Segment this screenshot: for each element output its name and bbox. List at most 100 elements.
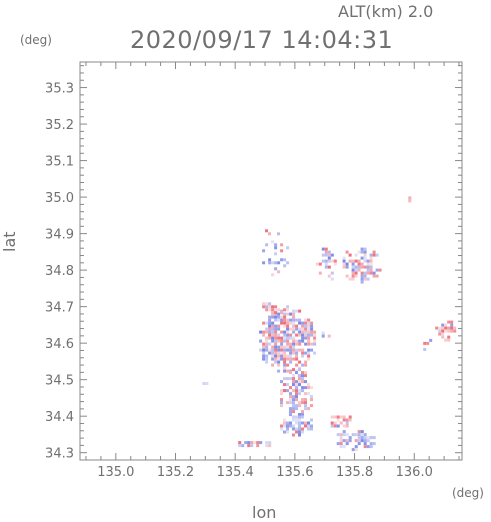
data-cell <box>268 333 272 337</box>
data-cell <box>310 342 314 346</box>
data-cell <box>292 395 295 399</box>
data-cell <box>271 305 275 309</box>
data-cell <box>450 320 454 324</box>
data-cell <box>301 410 304 414</box>
data-cell <box>447 338 451 342</box>
data-cell <box>277 333 281 337</box>
data-cell <box>342 262 346 266</box>
axis-ticks: 135.0 135.2 135.4 135.6 135.8 136.0 34.3 34.4 34… <box>45 62 462 480</box>
data-cell <box>262 345 266 349</box>
data-cell <box>265 345 269 349</box>
data-cell <box>369 268 373 272</box>
data-cell <box>423 341 427 345</box>
data-cell <box>339 445 343 449</box>
data-cell <box>286 246 290 250</box>
data-cell <box>271 315 275 319</box>
x-tick-label: 135.2 <box>157 465 194 480</box>
data-cell <box>369 256 373 260</box>
data-cell <box>283 363 287 367</box>
data-cell <box>369 265 373 269</box>
data-cell <box>268 336 272 340</box>
data-cell <box>301 421 304 425</box>
data-cell <box>283 354 287 358</box>
data-cell <box>271 321 275 325</box>
data-cell <box>354 448 358 452</box>
data-cell <box>202 382 206 385</box>
data-cell <box>244 441 248 445</box>
data-cell <box>301 413 304 417</box>
data-cell <box>289 377 292 381</box>
data-cell <box>298 430 301 434</box>
data-cell <box>295 371 298 375</box>
data-cell <box>274 261 278 265</box>
data-cell <box>292 410 295 414</box>
data-cell <box>304 407 307 411</box>
data-cell <box>262 351 266 355</box>
data-cell <box>348 436 352 440</box>
data-cell <box>283 315 287 319</box>
data-cell <box>357 265 361 269</box>
data-cell <box>274 330 278 334</box>
data-cell <box>268 315 272 319</box>
data-cell <box>339 433 343 437</box>
data-cell <box>304 386 307 390</box>
data-cell <box>274 252 278 256</box>
y-tick-label: 35.2 <box>45 118 74 133</box>
data-cell <box>292 318 296 322</box>
data-cell <box>441 323 445 327</box>
data-cell <box>301 348 305 352</box>
data-cell <box>313 339 317 343</box>
data-cell <box>292 351 296 355</box>
data-cell <box>298 392 301 396</box>
data-cell <box>262 249 266 253</box>
data-cell <box>274 243 278 247</box>
data-cell <box>295 351 299 355</box>
data-cell <box>450 326 454 330</box>
data-cell <box>286 330 290 334</box>
data-cell <box>408 199 412 203</box>
data-cell <box>262 305 266 309</box>
data-cell <box>286 327 290 331</box>
data-cell <box>298 374 301 378</box>
data-cell <box>274 342 278 346</box>
data-cell <box>453 329 457 333</box>
data-cell <box>310 427 313 431</box>
data-cell <box>307 333 311 337</box>
data-cell <box>283 418 286 422</box>
data-cell <box>307 386 310 390</box>
data-cell <box>307 339 311 343</box>
data-cell <box>298 413 301 417</box>
data-cell <box>280 424 283 428</box>
data-cell <box>301 415 304 419</box>
data-cell <box>286 321 290 325</box>
data-cell <box>292 398 295 402</box>
data-cell <box>283 377 286 381</box>
data-cell <box>447 335 451 339</box>
y-unit-label: (deg) <box>20 33 52 47</box>
data-cell <box>289 354 293 358</box>
data-cell <box>363 265 367 269</box>
data-cell <box>354 271 358 275</box>
data-cell <box>289 410 292 414</box>
data-cell <box>277 324 281 328</box>
data-cell <box>283 321 287 325</box>
data-cell <box>366 268 370 272</box>
data-cell <box>360 262 364 266</box>
data-cell <box>286 363 290 367</box>
data-cell <box>289 371 292 375</box>
data-cell <box>271 357 275 361</box>
data-cell <box>295 392 298 396</box>
data-cell <box>307 318 311 322</box>
data-cell <box>283 336 287 340</box>
y-tick-label: 35.1 <box>45 155 74 170</box>
data-cell <box>369 259 373 263</box>
data-cell <box>289 421 292 425</box>
data-cell <box>268 444 272 448</box>
data-cell <box>438 326 442 330</box>
data-cell <box>280 404 283 408</box>
data-cell <box>366 439 370 443</box>
data-cell <box>274 324 278 328</box>
data-cell <box>339 421 343 425</box>
data-cell <box>280 345 284 349</box>
data-cell <box>280 311 284 315</box>
